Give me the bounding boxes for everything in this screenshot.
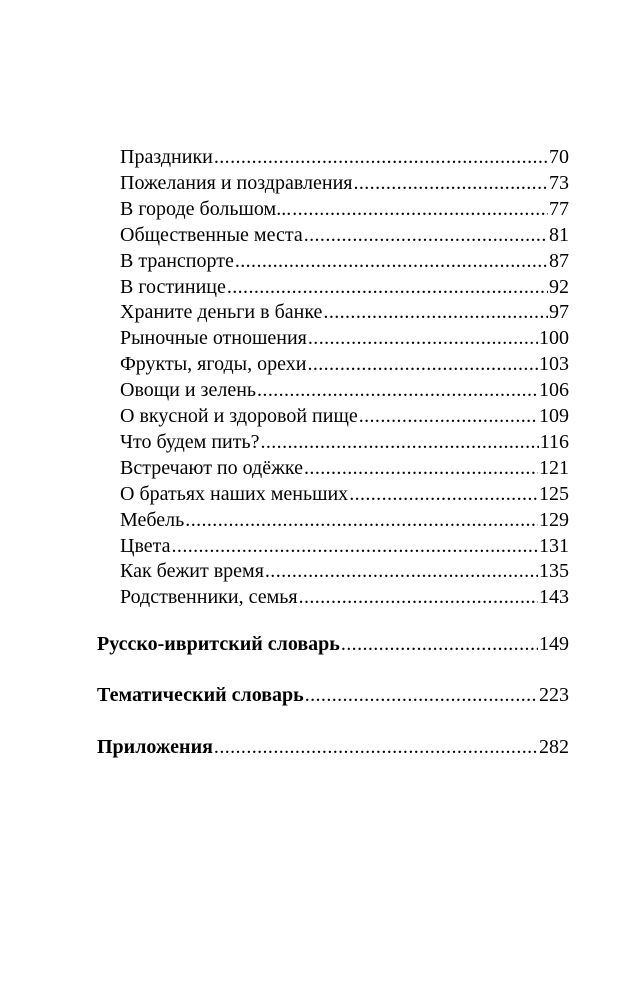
entry-page-number: 81 (549, 223, 569, 246)
entry-title: Родственники, семья (120, 586, 298, 609)
toc-entry: О вкусной и здоровой пище 109 (120, 403, 569, 429)
entry-title: О братьях наших меньших (120, 482, 349, 505)
dot-leader (227, 274, 548, 300)
toc-section: Тематический словарь 223 (97, 682, 569, 708)
toc-entry: Рыночные отношения 100 (120, 325, 569, 351)
entry-title: Что будем пить? (120, 430, 260, 453)
toc-entry: Пожелания и поздравления 73 (120, 170, 569, 196)
entry-title: Цвета (120, 534, 171, 557)
entry-page-number: 77 (549, 197, 569, 220)
dot-leader (185, 507, 538, 533)
entry-title: Как бежит время (120, 560, 264, 583)
entry-title: О вкусной и здоровой пище (120, 405, 358, 427)
toc-entry: Праздники 70 (120, 144, 569, 170)
entry-page-number: 106 (539, 379, 569, 402)
entry-page-number: 125 (539, 482, 569, 505)
entry-page-number: 129 (539, 508, 569, 531)
entry-title: Рыночные отношения (120, 327, 307, 350)
entry-page-number: 121 (539, 456, 569, 479)
dot-leader (304, 222, 548, 248)
entry-page-number: 223 (539, 684, 569, 706)
toc-entry: В транспорте 87 (120, 248, 569, 274)
entry-page-number: 135 (539, 560, 569, 583)
toc-entry: Общественные места 81 (120, 222, 569, 248)
toc-entry: Цвета 131 (120, 533, 569, 559)
entry-title: Русско-ивритский словарь (97, 633, 340, 655)
entry-page-number: 103 (539, 353, 569, 376)
toc-entry: Родственники, семья 143 (120, 584, 569, 610)
entry-title: Фрукты, ягоды, орехи (120, 353, 307, 376)
entry-page-number: 100 (539, 327, 569, 350)
toc-entry: В гостинице 92 (120, 274, 569, 300)
entry-page-number: 282 (539, 736, 569, 758)
entry-page-number: 116 (539, 430, 569, 453)
toc-entry: О братьях наших меньших 125 (120, 481, 569, 507)
entry-page-number: 131 (539, 534, 569, 557)
entry-page-number: 92 (549, 275, 569, 298)
toc-entry: Мебель 129 (120, 507, 569, 533)
entry-title: Храните деньги в банке (120, 301, 323, 324)
entry-page-number: 149 (539, 633, 569, 655)
entry-title: Праздники (120, 146, 213, 168)
dot-leader (349, 481, 538, 507)
entry-title: Общественные места (120, 223, 303, 246)
entry-title: Тематический словарь (97, 684, 304, 706)
dot-leader (172, 533, 538, 559)
dot-leader (307, 351, 538, 377)
dot-leader (308, 325, 538, 351)
dot-leader (305, 682, 538, 708)
toc-entry: Фрукты, ягоды, орехи 103 (120, 351, 569, 377)
toc-entry: Что будем пить? 116 (120, 429, 569, 455)
toc-entry: Встречают по одёжке 121 (120, 455, 569, 481)
entry-title: Мебель (120, 508, 185, 531)
dot-leader (299, 584, 538, 610)
dot-leader (353, 170, 548, 196)
toc-entry: Овощи и зелень 106 (120, 377, 569, 403)
entry-title: В транспорте (120, 249, 234, 272)
entry-page-number: 97 (549, 301, 569, 324)
dot-leader (260, 429, 538, 455)
entry-title: В гостинице (120, 275, 226, 298)
entry-title: В городе большом... (120, 197, 292, 220)
entry-title: Приложения (97, 736, 213, 758)
toc-section: Приложения 282 (97, 734, 569, 760)
entry-title: Овощи и зелень (120, 379, 257, 402)
toc-section: Русско-ивритский словарь 149 (97, 631, 569, 657)
toc-entry: Как бежит время 135 (120, 558, 569, 584)
entry-page-number: 143 (539, 586, 569, 609)
toc-entry: В городе большом... 77 (120, 196, 569, 222)
dot-leader (292, 196, 548, 222)
entry-page-number: 70 (549, 146, 569, 168)
dot-leader (323, 299, 548, 325)
dot-leader (359, 403, 538, 429)
dot-leader (341, 631, 538, 657)
entry-page-number: 73 (549, 171, 569, 194)
entry-page-number: 87 (549, 249, 569, 272)
dot-leader (235, 248, 548, 274)
entry-page-number: 109 (539, 405, 569, 427)
dot-leader (304, 455, 538, 481)
dot-leader (214, 144, 548, 170)
dot-leader (257, 377, 538, 403)
entry-title: Встречают по одёжке (120, 456, 304, 479)
toc-entry: Храните деньги в банке 97 (120, 299, 569, 325)
dot-leader (265, 558, 538, 584)
dot-leader (214, 734, 538, 760)
entry-title: Пожелания и поздравления (120, 171, 353, 194)
